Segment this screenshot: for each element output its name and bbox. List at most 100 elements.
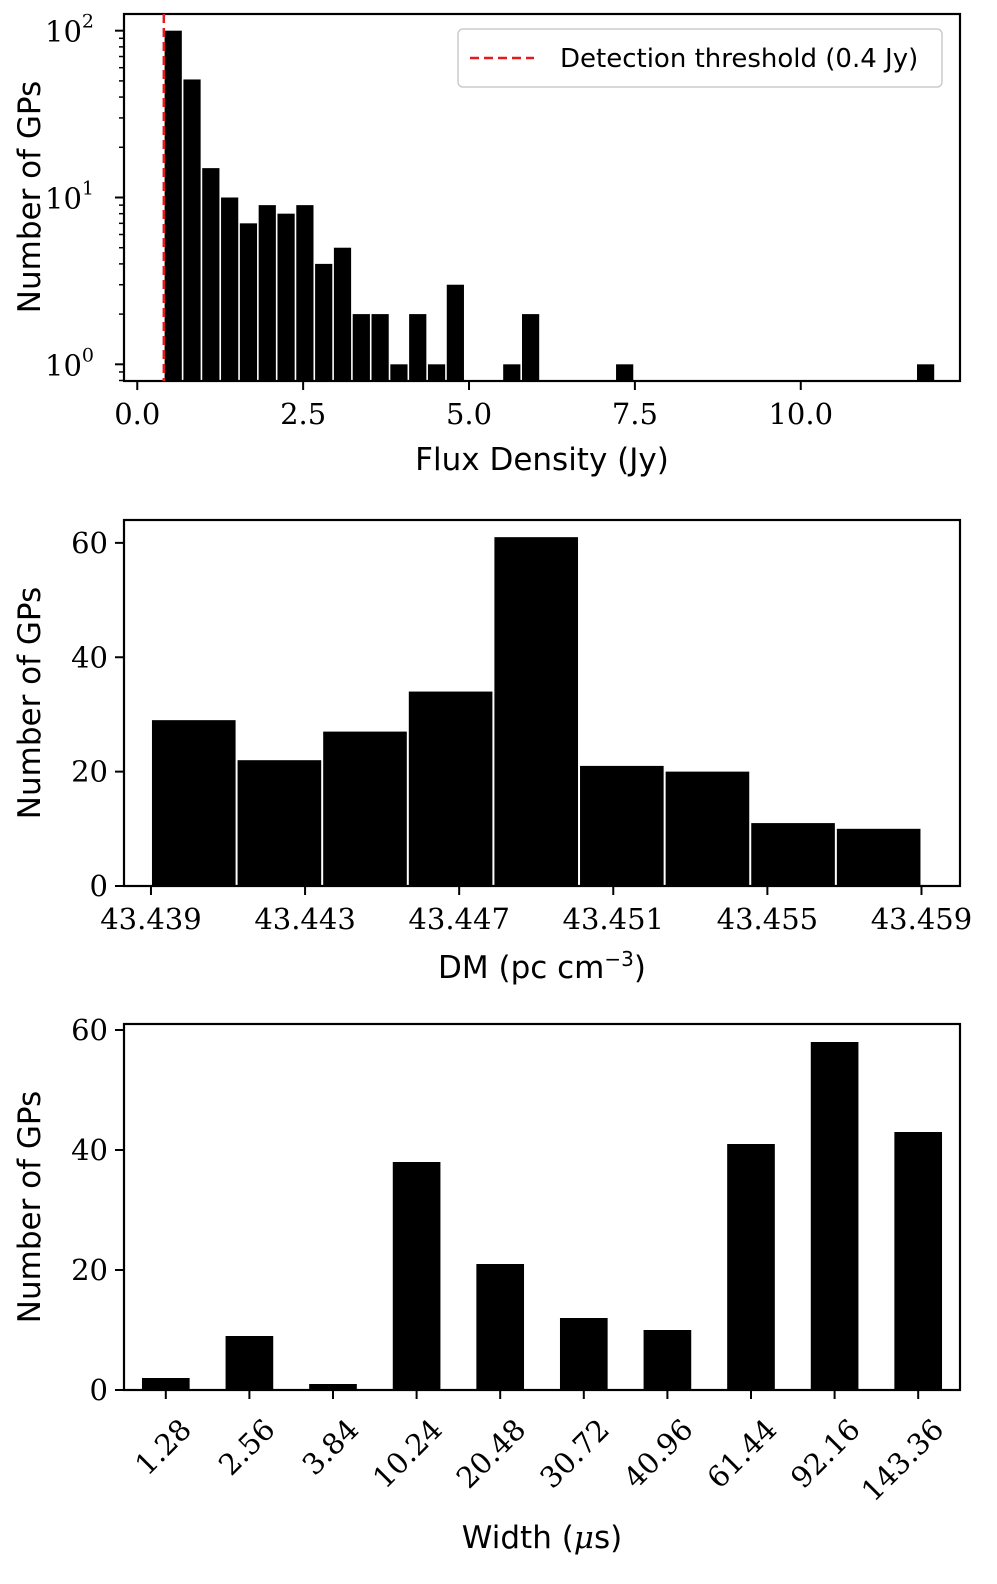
- width-bar: [727, 1144, 775, 1390]
- width-x-tick-label: 40.96: [617, 1412, 700, 1495]
- flux-x-tick-label: 5.0: [446, 397, 492, 431]
- dm-x-tick-label: 43.443: [254, 902, 355, 936]
- flux-y-tick-base: 10: [45, 182, 82, 216]
- dm-x-label-main: DM (pc cm: [438, 950, 604, 986]
- dm-bar: [237, 760, 322, 886]
- flux-x-tick-label: 10.0: [768, 397, 833, 431]
- flux-bar: [239, 223, 258, 381]
- flux-x-tick-label: 2.5: [280, 397, 326, 431]
- dm-bar: [151, 720, 236, 886]
- flux-bar: [917, 364, 935, 381]
- width-bar: [225, 1336, 274, 1390]
- flux-y-tick-exponent: 2: [82, 11, 94, 33]
- dm-x-axis-label: DM (pc cm−3): [438, 947, 646, 986]
- dm-x-ticks: 43.439 43.443 43.447 43.451 43.455 43.459: [100, 886, 972, 936]
- dm-x-label-exponent: −3: [604, 947, 633, 971]
- dm-x-label-close: ): [634, 950, 646, 986]
- dm-y-tick-label: 20: [71, 755, 108, 789]
- flux-x-tick-label: 7.5: [612, 397, 658, 431]
- flux-bar: [503, 364, 521, 381]
- width-x-axis-label: Width (μs): [462, 1520, 622, 1556]
- width-x-label-main: Width (: [462, 1520, 574, 1556]
- width-x-label-end: s): [594, 1520, 622, 1556]
- width-bar: [141, 1378, 190, 1390]
- flux-bar: [352, 314, 370, 381]
- flux-x-tick-label: 0.0: [114, 397, 160, 431]
- width-bar: [810, 1042, 859, 1390]
- width-x-tick-label: 20.48: [450, 1412, 533, 1495]
- flux-bar: [390, 364, 408, 381]
- dm-y-axis-label: Number of GPs: [12, 587, 48, 819]
- width-x-tick-label: 1.28: [128, 1412, 198, 1482]
- flux-bar: [371, 314, 389, 381]
- dm-y-tick-label: 0: [90, 869, 108, 903]
- flux-y-tick-label: 100: [45, 344, 94, 382]
- dm-bar: [580, 765, 664, 886]
- flux-bar: [409, 314, 427, 381]
- flux-bars: [164, 30, 935, 382]
- dm-bar: [751, 823, 835, 886]
- flux-x-ticks: 0.0 2.5 5.0 7.5 10.0: [114, 381, 833, 431]
- width-y-axis-label: Number of GPs: [12, 1091, 48, 1323]
- flux-x-axis-label: Flux Density (Jy): [415, 442, 669, 478]
- flux-bar: [616, 364, 634, 381]
- width-x-ticks: 1.28 2.56 3.84 10.24 20.48 30.72 40.96 61.44 92.…: [128, 1390, 950, 1508]
- flux-y-tick-base: 10: [45, 15, 82, 49]
- flux-bar: [333, 247, 352, 381]
- flux-y-tick-exponent: 0: [82, 344, 94, 366]
- dm-bars: [151, 537, 921, 886]
- width-x-tick-label: 143.36: [855, 1412, 951, 1508]
- width-bar: [309, 1384, 357, 1390]
- dm-x-tick-label: 43.447: [408, 902, 509, 936]
- dm-y-tick-label: 60: [71, 526, 108, 560]
- width-y-tick-label: 20: [71, 1253, 108, 1287]
- dm-bar: [323, 731, 407, 886]
- width-x-tick-label: 30.72: [533, 1412, 616, 1495]
- width-x-tick-label: 92.16: [784, 1412, 867, 1495]
- width-bar: [476, 1264, 525, 1390]
- dm-x-tick-label: 43.455: [717, 902, 818, 936]
- flux-bar: [521, 314, 540, 381]
- flux-bar: [427, 364, 446, 381]
- dm-bar: [494, 537, 579, 886]
- width-histogram-panel: 1.28 2.56 3.84 10.24 20.48 30.72 40.96 61.44 92.…: [12, 1013, 962, 1556]
- flux-bar: [221, 197, 239, 381]
- width-x-label-mu: μ: [574, 1520, 594, 1556]
- flux-y-tick-label: 102: [45, 11, 94, 49]
- width-bar: [392, 1162, 441, 1390]
- width-plot-frame: [122, 1022, 962, 1392]
- legend-threshold-label: Detection threshold (0.4 Jy): [560, 44, 918, 74]
- flux-bar: [202, 168, 220, 381]
- width-y-tick-label: 60: [71, 1013, 108, 1047]
- dm-x-tick-label: 43.459: [871, 902, 972, 936]
- flux-bar: [277, 213, 295, 381]
- flux-bar: [258, 205, 276, 381]
- width-x-tick-label: 3.84: [296, 1412, 366, 1482]
- dm-histogram-panel: 43.439 43.443 43.447 43.451 43.455 43.459 0 20…: [12, 518, 972, 986]
- dm-bar: [665, 771, 750, 886]
- width-bars: [141, 1042, 943, 1390]
- legend-box: [457, 28, 943, 88]
- flux-y-axis-label: Number of GPs: [12, 81, 48, 313]
- dm-y-tick-label: 40: [71, 640, 108, 674]
- width-x-tick-label: 10.24: [366, 1412, 449, 1495]
- flux-y-tick-label: 101: [45, 178, 94, 216]
- flux-y-tick-exponent: 1: [82, 178, 94, 200]
- flux-bar: [183, 79, 201, 382]
- flux-legend: Detection threshold (0.4 Jy): [457, 28, 943, 88]
- dm-bar: [836, 828, 921, 886]
- flux-y-tick-base: 10: [45, 348, 82, 382]
- width-y-tick-label: 40: [71, 1133, 108, 1167]
- dm-bar: [408, 691, 493, 886]
- width-y-ticks: 0 20 40 60: [71, 1013, 124, 1407]
- width-y-tick-label: 0: [90, 1373, 108, 1407]
- flux-bar: [315, 263, 333, 381]
- width-bar: [559, 1318, 608, 1390]
- width-x-tick-label: 2.56: [212, 1412, 282, 1482]
- dm-y-ticks: 0 20 40 60: [71, 526, 124, 903]
- width-x-tick-label: 61.44: [700, 1412, 783, 1495]
- flux-bar: [164, 30, 182, 381]
